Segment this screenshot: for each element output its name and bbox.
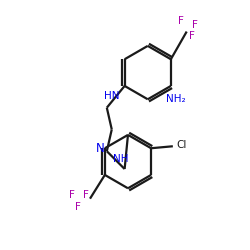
Text: F: F bbox=[189, 32, 194, 42]
Text: F: F bbox=[192, 20, 198, 30]
Text: F: F bbox=[69, 190, 75, 200]
Text: N: N bbox=[96, 142, 104, 155]
Text: Cl: Cl bbox=[176, 140, 187, 150]
Text: NH₂: NH₂ bbox=[166, 94, 185, 104]
Text: F: F bbox=[75, 202, 81, 211]
Text: F: F bbox=[83, 190, 89, 200]
Text: F: F bbox=[178, 16, 184, 26]
Text: NH: NH bbox=[113, 154, 128, 164]
Text: HN: HN bbox=[104, 91, 120, 101]
